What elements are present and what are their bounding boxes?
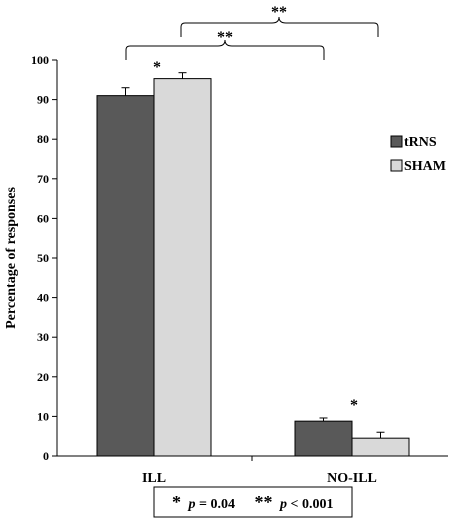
bars (96, 78, 410, 457)
bracket-far-stars: ** (271, 4, 287, 21)
legend-label-sham: SHAM (404, 159, 446, 174)
significance-brackets: ** ** * * (125, 4, 379, 414)
y-tick-label-50: 50 (37, 251, 49, 265)
bar-sham-ill (153, 78, 212, 457)
note-p-symbol-1: p (188, 497, 196, 512)
y-tick-label-70: 70 (37, 172, 49, 186)
bracket-far (180, 16, 379, 37)
y-tick-label-40: 40 (37, 291, 49, 305)
legend-swatch-trns (390, 135, 403, 148)
note-star-single: * (172, 492, 181, 512)
category-label-ill: ILL (142, 471, 166, 486)
legend-swatch-sham (390, 159, 403, 172)
bar-trns-ill (96, 95, 155, 457)
bracket-near (125, 39, 325, 60)
significance-note: * p = 0.04 ** p < 0.001 (153, 486, 353, 518)
category-label-no-ill: NO-ILL (327, 471, 377, 486)
y-ticks: 0 10 20 30 40 50 60 70 80 90 100 (31, 53, 57, 463)
legend-label-trns: tRNS (404, 135, 437, 150)
note-value-2: < 0.001 (290, 497, 333, 512)
no-ill-star: * (350, 397, 358, 414)
y-tick-label-30: 30 (37, 330, 49, 344)
y-tick-label-90: 90 (37, 93, 49, 107)
error-bars (121, 72, 385, 439)
y-tick-label-20: 20 (37, 370, 49, 384)
bracket-near-stars: ** (217, 29, 233, 46)
y-tick-label-80: 80 (37, 132, 49, 146)
y-tick-label-60: 60 (37, 211, 49, 225)
y-tick-label-10: 10 (37, 409, 49, 423)
note-p-symbol-2: p (279, 497, 287, 512)
note-value-1: = 0.04 (199, 497, 235, 512)
note-box (153, 486, 353, 518)
y-tick-label-100: 100 (31, 53, 49, 67)
bar-sham-no-ill (351, 437, 410, 457)
legend: tRNS SHAM (390, 135, 446, 174)
bar-trns-no-ill (294, 420, 353, 457)
ill-sham-star: * (153, 59, 161, 76)
note-line: * p = 0.04 ** p < 0.001 (172, 492, 333, 512)
note-star-double: ** (254, 492, 272, 512)
y-tick-label-0: 0 (43, 449, 49, 463)
y-axis-title: Percentage of responses (4, 187, 19, 329)
